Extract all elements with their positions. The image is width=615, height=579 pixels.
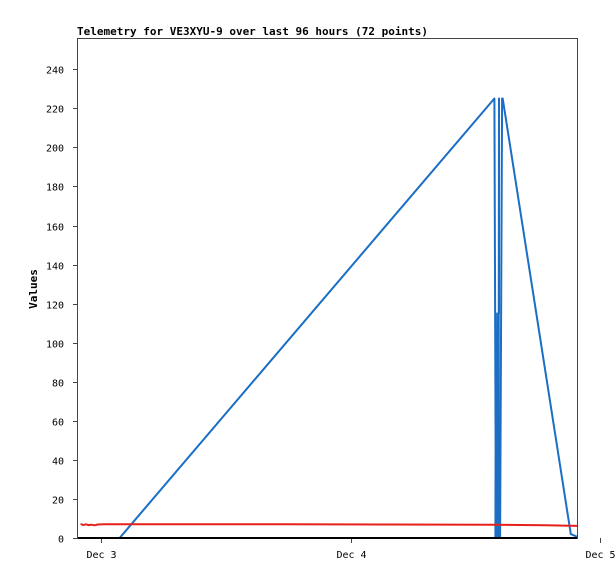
y-tick-label: 180 [46,183,64,194]
series-group [78,97,577,539]
y-tick-label: 200 [46,144,64,155]
y-axis: 0 20 40 60 80 100 120 140 160 180 200 220 240 [46,66,78,546]
y-tick-label: 160 [46,223,64,234]
y-tick-label: 40 [52,457,64,468]
x-tick-label: Dec 4 [336,550,366,561]
y-tick-label: 120 [46,301,64,312]
y-tick-label: 20 [52,496,64,507]
y-tick-label: 220 [46,105,64,116]
y-tick-label: 80 [52,379,64,390]
y-tick-label: 100 [46,340,64,351]
y-tick-label: 0 [58,535,64,546]
x-axis: Dec 3 Dec 4 Dec 5 [86,538,615,561]
chart-title: Telemetry for VE3XYU-9 over last 96 hour… [77,25,428,38]
series-line-1 [115,97,577,539]
y-axis-label: Values [27,269,40,309]
series-line-2 [80,522,577,527]
y-tick-label: 140 [46,262,64,273]
x-tick-label: Dec 3 [86,550,116,561]
x-tick-label: Dec 5 [585,550,615,561]
y-tick-label: 60 [52,418,64,429]
y-tick-label: 240 [46,66,64,77]
